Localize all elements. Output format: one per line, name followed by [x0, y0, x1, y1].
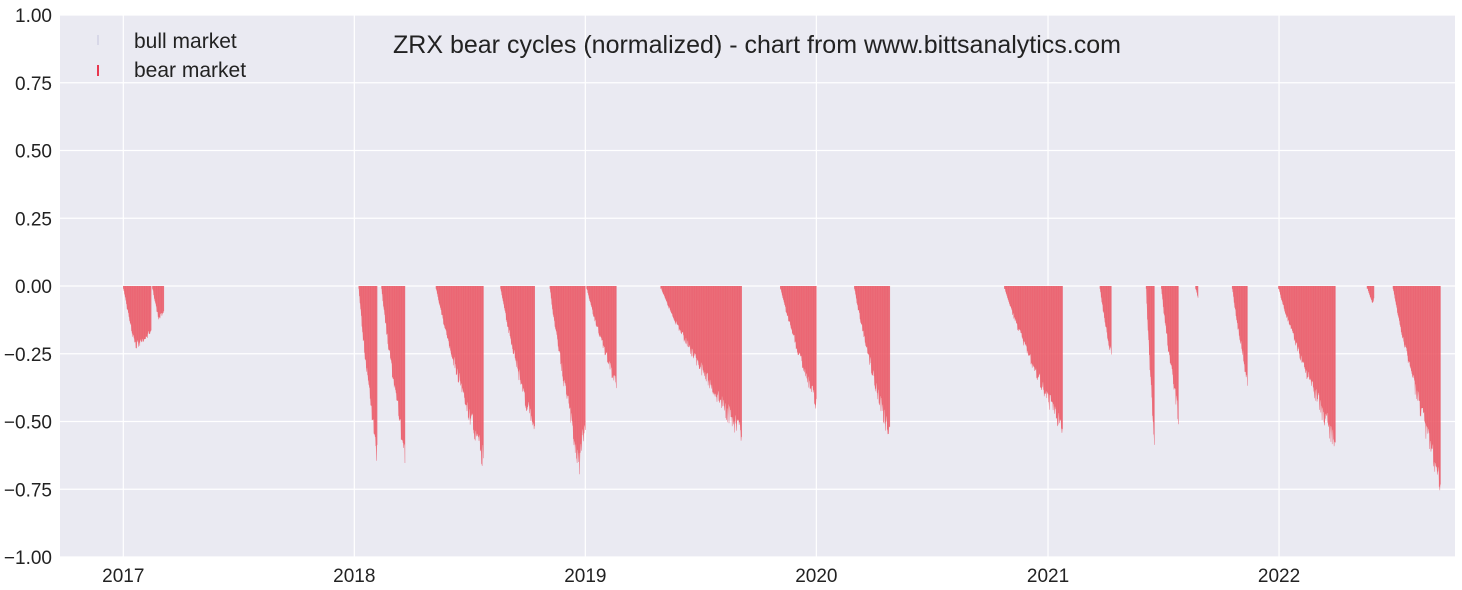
bear-cycle — [779, 286, 817, 409]
bear-cycle — [1366, 286, 1375, 303]
bear-cycle — [1145, 286, 1155, 445]
x-tick-label: 2020 — [795, 566, 837, 587]
x-tick-label: 2021 — [1027, 566, 1069, 587]
bear-cycle — [1004, 286, 1063, 433]
legend: bull market bear market — [97, 30, 246, 82]
y-tick-label: 1.00 — [15, 6, 52, 27]
y-tick-label: −0.50 — [4, 413, 52, 434]
legend-bear-label: bear market — [134, 59, 246, 82]
bear-cycle — [1278, 286, 1336, 447]
y-tick-label: 0.00 — [15, 277, 52, 298]
bear-cycle — [1392, 286, 1441, 491]
bear-market-bars — [122, 286, 1441, 491]
bear-cycle — [660, 286, 742, 441]
legend-bull-label: bull market — [134, 30, 237, 53]
x-tick-label: 2019 — [564, 566, 606, 587]
bear-cycle — [1161, 286, 1179, 425]
bear-cycle — [358, 286, 378, 461]
y-tick-label: 0.50 — [15, 142, 52, 163]
y-tick-label: −0.75 — [4, 480, 52, 501]
x-tick-label: 2022 — [1258, 566, 1300, 587]
x-tick-label: 2017 — [102, 566, 144, 587]
bear-cycle — [854, 286, 891, 435]
bear-cycle — [586, 286, 617, 389]
legend-item-bear: bear market — [97, 59, 246, 82]
bear-cycle — [122, 286, 152, 349]
x-tick-label: 2018 — [333, 566, 375, 587]
bear-cycle — [500, 286, 536, 430]
y-axis-ticks: 1.00 0.75 0.50 0.25 0.00 −0.25 −0.50 −0.75 −1.00 — [4, 6, 52, 569]
y-tick-label: 0.75 — [15, 74, 52, 95]
legend-item-bull: bull market — [97, 30, 237, 53]
y-tick-label: −0.25 — [4, 345, 52, 366]
chart-title: ZRX bear cycles (normalized) - chart fro… — [393, 31, 1121, 59]
bear-cycle — [1231, 286, 1248, 386]
bear-cycle — [435, 286, 484, 466]
bear-cycle — [1195, 286, 1199, 298]
bear-cycle — [152, 286, 165, 320]
y-tick-label: 0.25 — [15, 209, 52, 230]
y-tick-label: −1.00 — [4, 548, 52, 569]
x-axis-ticks: 2017 2018 2019 2020 2021 2022 — [102, 566, 1300, 587]
bear-cycle — [549, 286, 586, 475]
bear-cycle — [381, 286, 406, 463]
bear-cycle — [1099, 286, 1112, 355]
